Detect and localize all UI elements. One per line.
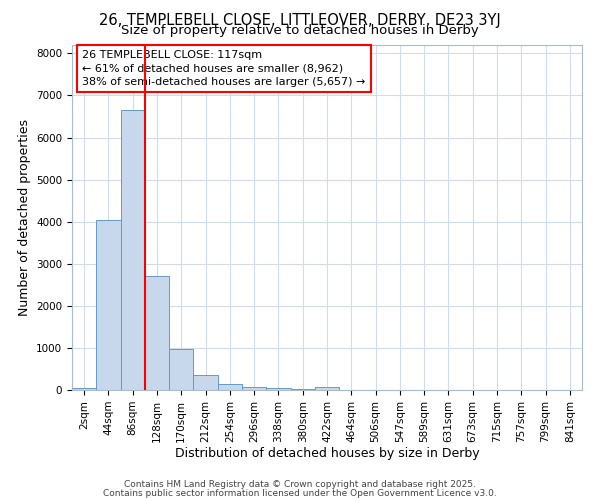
Bar (121, 110, 145, 390)
Bar (218, 384, 242, 390)
Text: 26, TEMPLEBELL CLOSE, LITTLEOVER, DERBY, DE23 3YJ: 26, TEMPLEBELL CLOSE, LITTLEOVER, DERBY,… (99, 12, 501, 28)
Bar (290, 388, 315, 390)
Bar (266, 388, 290, 390)
Bar (145, 276, 169, 390)
Text: 26 TEMPLEBELL CLOSE: 117sqm
← 61% of detached houses are smaller (8,962)
38% of : 26 TEMPLEBELL CLOSE: 117sqm ← 61% of det… (82, 50, 365, 86)
X-axis label: Distribution of detached houses by size in Derby: Distribution of detached houses by size … (175, 448, 479, 460)
Text: Size of property relative to detached houses in Derby: Size of property relative to detached ho… (121, 24, 479, 37)
Bar (96, 220, 121, 390)
Bar (242, 386, 266, 390)
Bar (315, 388, 339, 390)
Bar (193, 376, 218, 390)
Y-axis label: Number of detached properties: Number of detached properties (17, 119, 31, 316)
Text: Contains public sector information licensed under the Open Government Licence v3: Contains public sector information licen… (103, 488, 497, 498)
Text: Contains HM Land Registry data © Crown copyright and database right 2025.: Contains HM Land Registry data © Crown c… (124, 480, 476, 489)
Bar (72, 388, 96, 390)
Bar (169, 349, 193, 390)
